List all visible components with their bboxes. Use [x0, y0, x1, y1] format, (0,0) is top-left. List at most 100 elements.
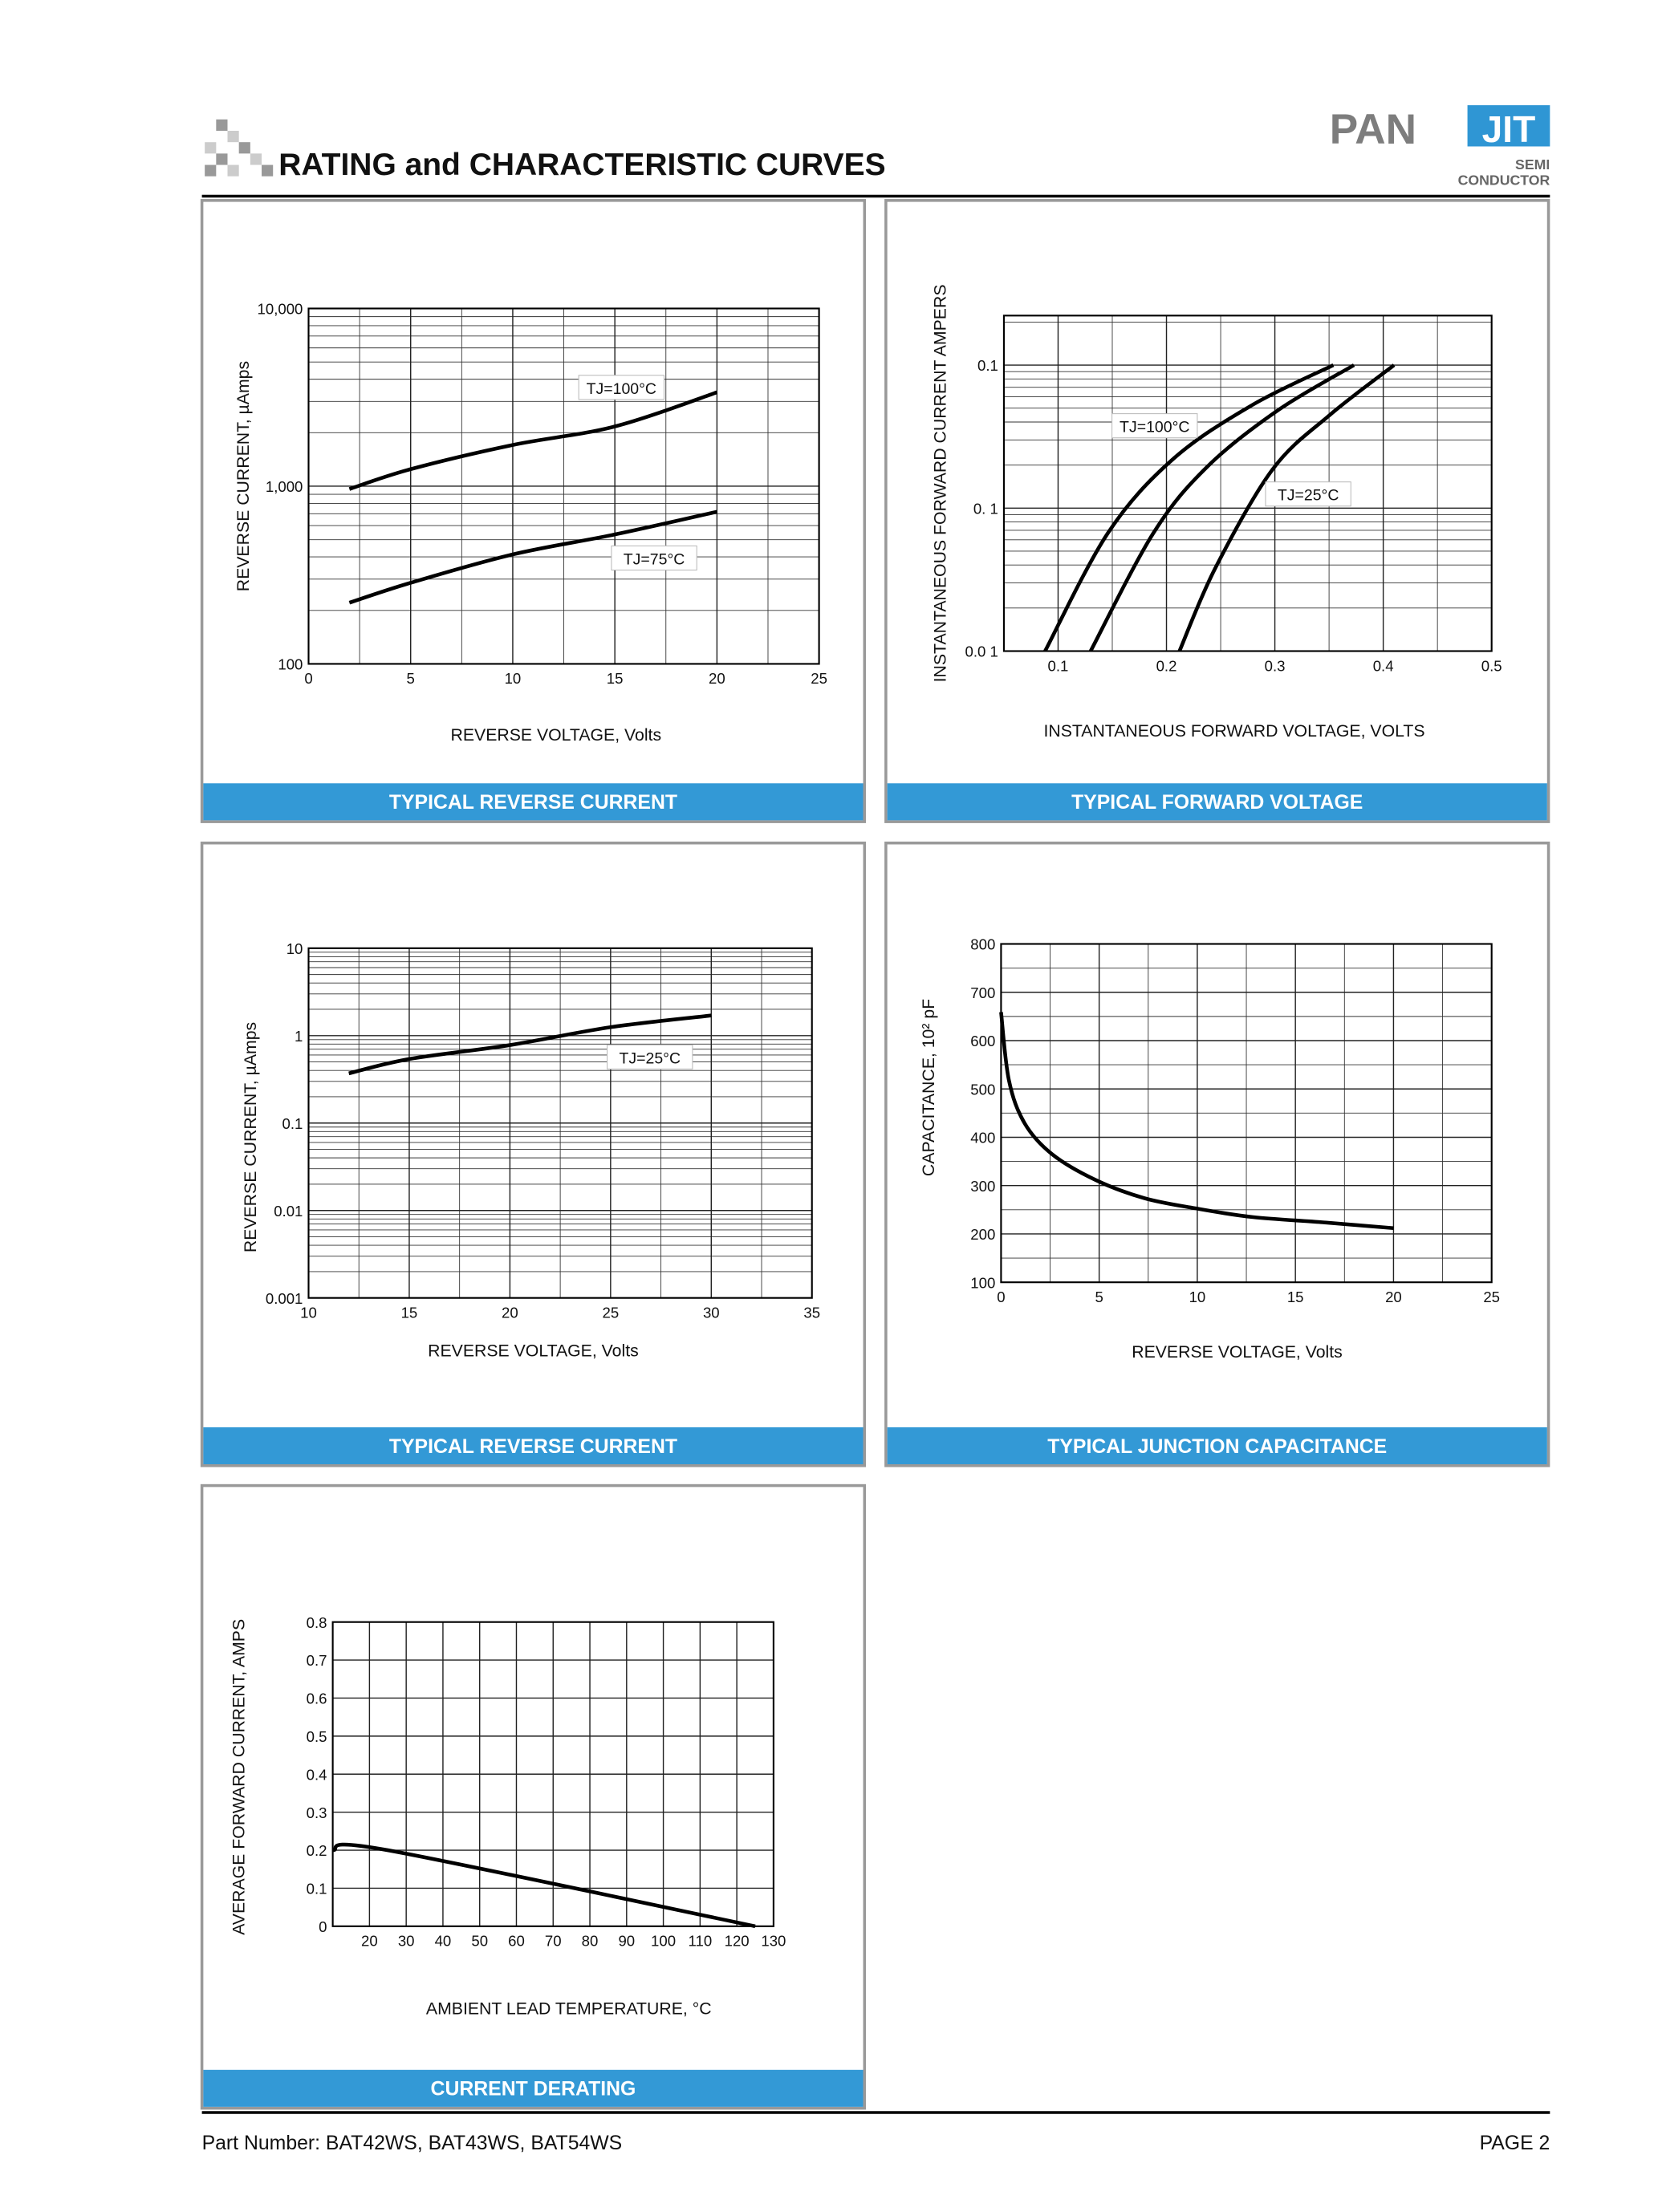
- series-label-box: [578, 375, 664, 400]
- x-tick-label: 0.1: [1048, 657, 1069, 674]
- x-tick-label: 15: [607, 670, 624, 687]
- x-axis-label: REVERSE VOLTAGE, Volts: [428, 1341, 639, 1360]
- x-tick-label: 35: [803, 1305, 820, 1321]
- x-tick-label: 130: [761, 1933, 786, 1950]
- x-tick-label: 110: [689, 1933, 713, 1950]
- x-tick-label: 0: [997, 1289, 1005, 1305]
- page-title: RATING and CHARACTERISTIC CURVES: [278, 148, 885, 182]
- y-axis-label: REVERSE CURRENT, µAmps: [241, 1022, 260, 1252]
- plot-frame: [307, 307, 820, 665]
- x-tick-label: 25: [811, 670, 827, 687]
- x-axis-label: REVERSE VOLTAGE, Volts: [451, 725, 662, 745]
- y-tick-label: 200: [970, 1226, 995, 1243]
- series-label: TJ=75°C: [624, 550, 685, 568]
- y-tick-label: 1: [295, 1028, 303, 1045]
- x-tick-label: 5: [1095, 1289, 1103, 1305]
- y-tick-label: 0.6: [307, 1690, 327, 1707]
- caption-banner: [887, 1427, 1547, 1465]
- y-tick-label: 0.4: [307, 1766, 327, 1783]
- panel: [200, 1483, 867, 2110]
- x-tick-label: 10: [505, 670, 522, 687]
- y-tick-label: 0.1: [977, 357, 998, 374]
- y-tick-label: 0: [319, 1918, 327, 1935]
- y-tick-label: 10: [286, 940, 303, 957]
- x-tick-label: 25: [1483, 1289, 1500, 1305]
- plot-frame: [1002, 315, 1493, 652]
- data-line: [332, 1842, 756, 1929]
- y-tick-label: 0.1: [307, 1881, 327, 1897]
- y-axis-label: AVERAGE FORWARD CURRENT, AMPS: [230, 1619, 249, 1935]
- y-tick-label: 0.3: [307, 1804, 327, 1821]
- y-tick-label: 0.5: [307, 1728, 327, 1745]
- plot-frame: [307, 947, 813, 1299]
- x-tick-label: 15: [1287, 1289, 1304, 1305]
- y-tick-label: 600: [970, 1033, 995, 1049]
- panel: [884, 841, 1550, 1467]
- y-axis-label: REVERSE CURRENT, µAmps: [234, 361, 253, 591]
- x-axis-label: INSTANTANEOUS FORWARD VOLTAGE, VOLTS: [1043, 721, 1424, 741]
- x-tick-label: 0.2: [1156, 657, 1177, 674]
- x-axis-label: REVERSE VOLTAGE, Volts: [1132, 1342, 1343, 1362]
- x-tick-label: 30: [703, 1305, 720, 1321]
- caption-banner: [203, 1427, 864, 1465]
- x-tick-label: 20: [361, 1933, 378, 1950]
- logo-box: [1467, 105, 1550, 147]
- x-tick-label: 40: [435, 1933, 452, 1950]
- series-label-box: [607, 1044, 693, 1069]
- logo-sub: CONDUCTOR: [1458, 172, 1550, 188]
- data-line: [1088, 363, 1355, 652]
- series-label: TJ=25°C: [1278, 487, 1339, 505]
- caption: TYPICAL REVERSE CURRENT: [389, 792, 677, 814]
- logo-sub: SEMI: [1515, 156, 1550, 172]
- y-tick-label: 100: [278, 656, 303, 673]
- x-tick-label: 0.3: [1265, 657, 1286, 674]
- x-tick-label: 20: [1385, 1289, 1402, 1305]
- caption: CURRENT DERATING: [431, 2079, 636, 2100]
- series-label-box: [611, 545, 697, 571]
- y-tick-label: 0.8: [307, 1614, 327, 1631]
- data-line: [348, 390, 718, 491]
- y-tick-label: 500: [970, 1081, 995, 1098]
- x-tick-label: 30: [398, 1933, 415, 1950]
- series-label-box: [1111, 413, 1198, 439]
- plot-frame: [1000, 943, 1493, 1284]
- y-tick-label: 1,000: [266, 478, 303, 495]
- x-tick-label: 5: [407, 670, 415, 687]
- caption: TYPICAL REVERSE CURRENT: [389, 1436, 677, 1458]
- y-tick-label: 0.2: [307, 1842, 327, 1859]
- y-tick-label: 400: [970, 1130, 995, 1147]
- x-tick-label: 20: [709, 670, 725, 687]
- x-axis-label: AMBIENT LEAD TEMPERATURE, °C: [426, 1999, 712, 2019]
- caption: TYPICAL FORWARD VOLTAGE: [1071, 792, 1363, 814]
- data-line: [348, 1013, 712, 1076]
- y-tick-label: 0.01: [274, 1203, 303, 1220]
- panel: [200, 199, 867, 823]
- y-tick-label: 0.001: [266, 1290, 303, 1307]
- data-line: [1177, 363, 1396, 652]
- y-tick-label: 0.0 1: [965, 643, 998, 660]
- x-tick-label: 15: [401, 1305, 418, 1321]
- y-tick-label: 0. 1: [973, 500, 998, 517]
- data-line: [348, 509, 717, 605]
- x-tick-label: 10: [1189, 1289, 1206, 1305]
- x-tick-label: 100: [651, 1933, 676, 1950]
- y-axis-label: INSTANTANEOUS FORWARD CURRENT AMPERS: [930, 284, 949, 682]
- caption-banner: [203, 2069, 864, 2107]
- series-label: TJ=25°C: [619, 1049, 681, 1067]
- y-axis-label: CAPACITANCE, 10² pF: [919, 999, 938, 1176]
- series-label: TJ=100°C: [587, 380, 656, 398]
- x-tick-label: 10: [300, 1305, 317, 1321]
- logo-left: PAN: [1330, 106, 1416, 153]
- x-tick-label: 90: [618, 1933, 635, 1950]
- logo-right: JIT: [1482, 108, 1536, 150]
- data-line: [999, 1012, 1394, 1231]
- caption-banner: [887, 783, 1547, 821]
- y-tick-label: 700: [970, 984, 995, 1001]
- plot-frame: [331, 1621, 774, 1927]
- x-tick-label: 60: [508, 1933, 525, 1950]
- x-tick-label: 25: [602, 1305, 619, 1321]
- caption-banner: [203, 783, 864, 821]
- x-tick-label: 70: [545, 1933, 562, 1950]
- header-mark: [205, 119, 274, 177]
